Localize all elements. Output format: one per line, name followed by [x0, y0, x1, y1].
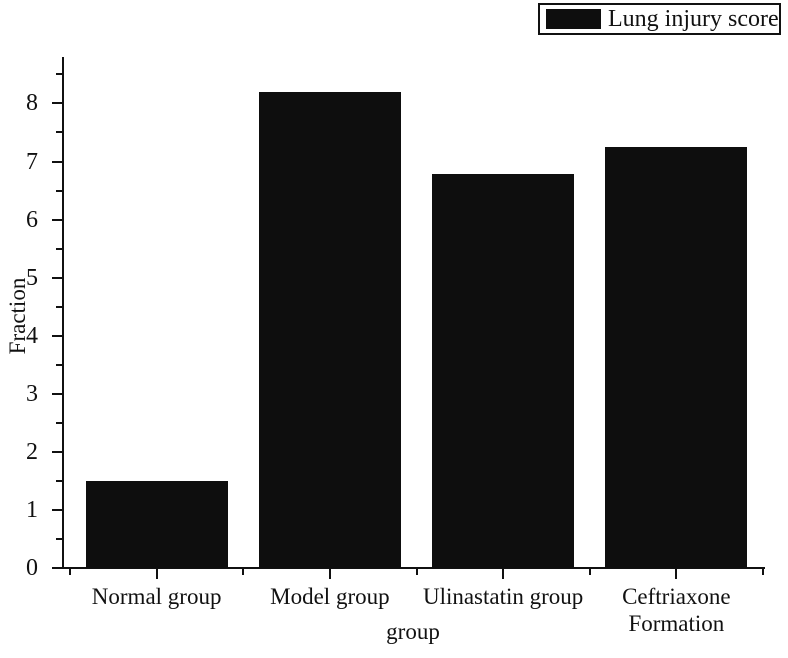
- x-axis-line: [62, 567, 765, 569]
- x-major-tick: [328, 569, 331, 579]
- x-minor-tick: [242, 569, 245, 575]
- y-tick-label: 8: [26, 90, 38, 117]
- y-tick-label: 4: [26, 322, 38, 349]
- y-minor-tick: [56, 537, 62, 540]
- y-minor-tick: [56, 363, 62, 366]
- y-tick-label: 2: [26, 438, 38, 465]
- bar-ceftriaxone-formation: [605, 147, 748, 568]
- x-minor-tick: [415, 569, 418, 575]
- x-minor-tick: [588, 569, 591, 575]
- y-tick-label: 3: [26, 380, 38, 407]
- x-tick-label-model-group: Model group: [270, 584, 390, 609]
- x-tick-label-ulinastatin-group: Ulinastatin group: [422, 584, 584, 609]
- y-minor-tick: [56, 73, 62, 76]
- bar-normal-group: [85, 480, 228, 568]
- y-major-tick: [52, 276, 62, 279]
- legend-label: Lung injury score: [608, 6, 779, 32]
- y-major-tick: [52, 567, 62, 569]
- x-major-tick: [675, 569, 678, 579]
- bar-model-group: [258, 91, 401, 568]
- y-major-tick: [52, 160, 62, 163]
- y-minor-tick: [56, 421, 62, 424]
- y-minor-tick: [56, 189, 62, 192]
- y-tick-label: 6: [26, 206, 38, 233]
- y-minor-tick: [56, 247, 62, 250]
- y-major-tick: [52, 334, 62, 337]
- y-tick-label: 1: [26, 496, 38, 523]
- y-minor-tick: [56, 131, 62, 134]
- y-major-tick: [52, 392, 62, 395]
- x-major-tick: [502, 569, 505, 579]
- y-minor-tick: [56, 479, 62, 482]
- y-minor-tick: [56, 305, 62, 308]
- y-tick-label: 0: [26, 555, 38, 581]
- bar-ulinastatin-group: [432, 174, 575, 568]
- legend-swatch: [546, 9, 601, 29]
- y-major-tick: [52, 508, 62, 511]
- y-axis-title: Fraction: [5, 277, 30, 355]
- x-major-tick: [155, 569, 158, 579]
- x-minor-tick: [762, 569, 764, 575]
- y-tick-label: 5: [26, 264, 38, 291]
- y-major-tick: [52, 450, 62, 453]
- x-minor-tick: [69, 569, 71, 575]
- x-tick-label-normal-group: Normal group: [91, 584, 222, 609]
- x-tick-label-ceftriaxone-formation: Ceftriaxone Formation: [622, 584, 731, 636]
- legend: Lung injury score: [538, 3, 781, 35]
- y-axis-line: [62, 57, 64, 569]
- y-major-tick: [52, 218, 62, 221]
- x-axis-title: group: [386, 619, 440, 644]
- y-tick-label: 7: [26, 148, 38, 175]
- y-major-tick: [52, 102, 62, 105]
